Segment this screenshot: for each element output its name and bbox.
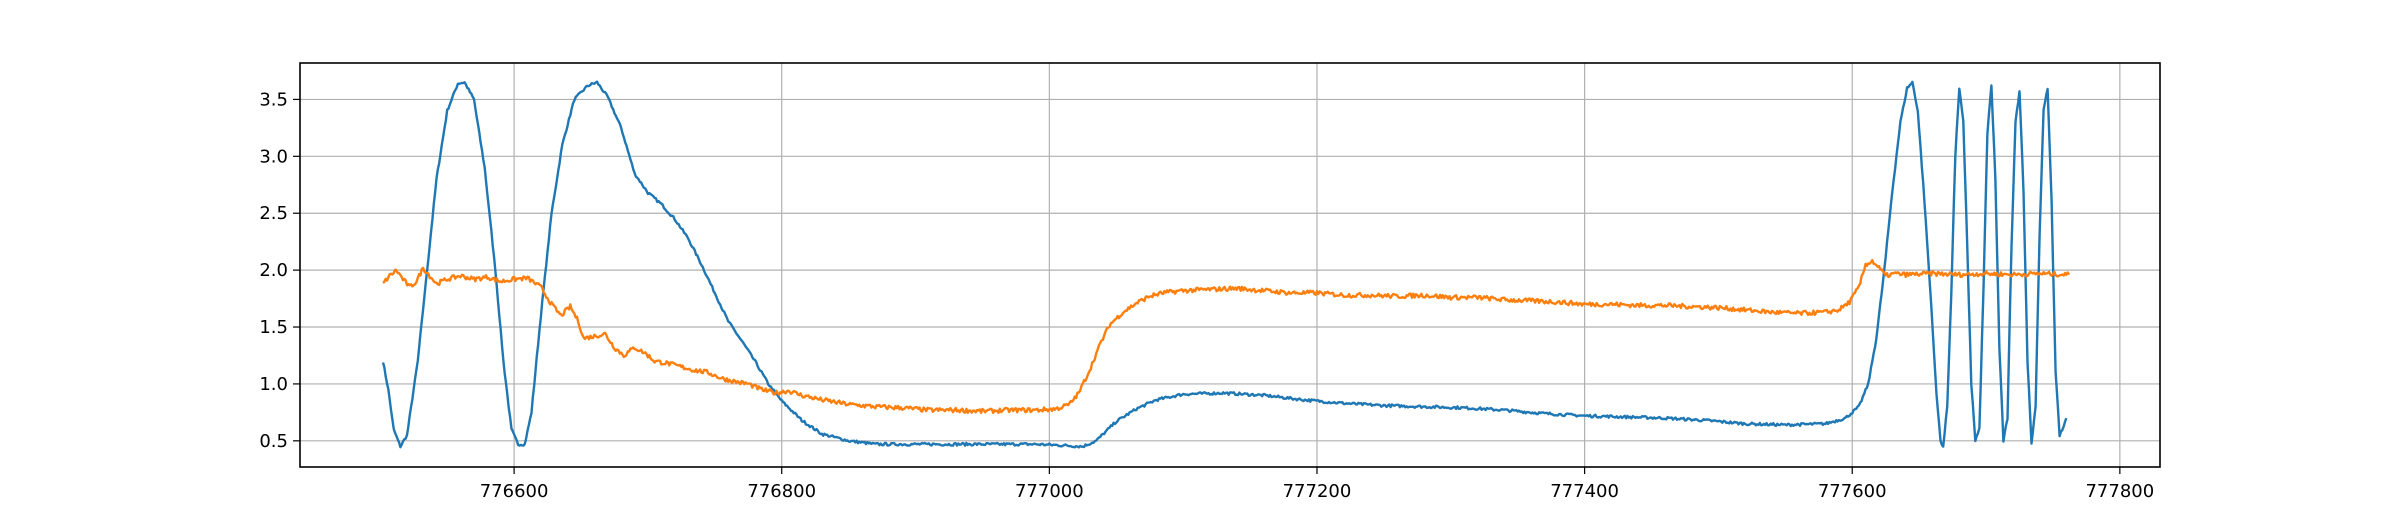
- x-tick-label: 777000: [1015, 481, 1084, 502]
- y-tick-label: 3.0: [259, 146, 288, 167]
- series-line-2: [382, 259, 2071, 415]
- y-tick-label: 0.5: [259, 431, 288, 452]
- y-tick-label: 1.5: [259, 317, 288, 338]
- grid-lines: [300, 63, 2160, 467]
- y-tick-label: 2.5: [259, 203, 288, 224]
- axis-ticks: 776600 776800 777000 777200 777400 777600 7778…: [259, 89, 2154, 502]
- x-tick-label: 777400: [1550, 481, 1619, 502]
- x-tick-label: 777600: [1818, 481, 1887, 502]
- x-tick-label: 776600: [480, 481, 549, 502]
- plot-frame: [299, 62, 2161, 468]
- y-tick-label: 1.0: [259, 374, 288, 395]
- plot-area: [300, 63, 2160, 467]
- series-lines: [381, 80, 2071, 449]
- y-tick-label: 3.5: [259, 89, 288, 110]
- series-line-1: [381, 80, 2068, 449]
- x-tick-label: 777200: [1283, 481, 1352, 502]
- x-tick-label: 776800: [747, 481, 816, 502]
- x-tick-label: 777800: [2085, 481, 2154, 502]
- y-tick-label: 2.0: [259, 260, 288, 281]
